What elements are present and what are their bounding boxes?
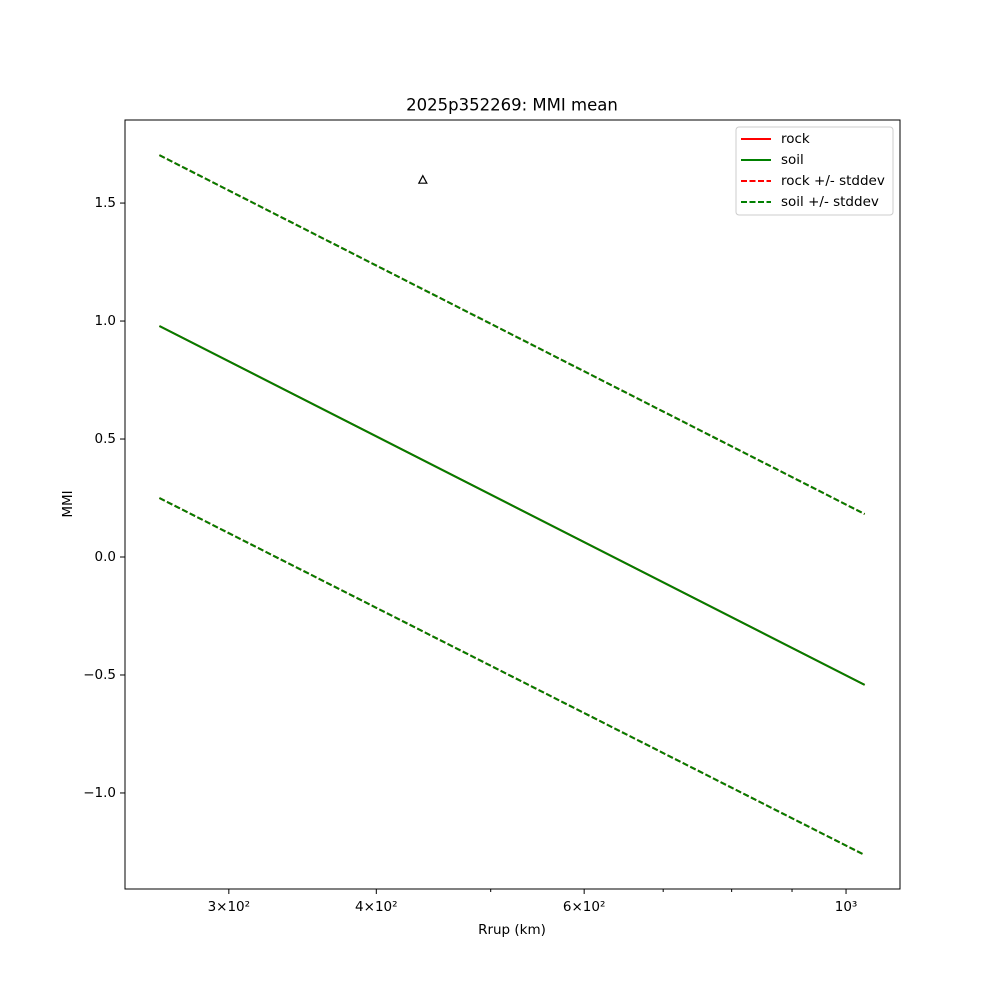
series-line <box>158 154 866 515</box>
legend-box <box>735 126 894 216</box>
x-axis-label: Rrup (km) <box>478 922 546 938</box>
chart-title: 2025p352269: MMI mean <box>406 96 618 115</box>
y-tick-label: −0.5 <box>83 667 116 683</box>
y-tick-label: 0.0 <box>95 549 116 565</box>
series-line <box>158 497 866 856</box>
y-axis-label: MMI <box>60 490 76 517</box>
plot-frame <box>124 119 901 890</box>
legend-label: soil <box>781 152 804 168</box>
y-tick-label: −1.0 <box>83 785 116 801</box>
y-tick-label: 1.5 <box>95 195 116 211</box>
legend-label: rock <box>781 131 810 147</box>
series-line <box>158 325 866 686</box>
legend-label: soil +/- stddev <box>781 194 879 210</box>
x-tick-label: 10³ <box>835 899 858 915</box>
observation-marker <box>417 174 428 184</box>
x-tick-label: 6×10² <box>563 899 606 915</box>
legend-label: rock +/- stddev <box>781 173 885 189</box>
x-tick-label: 4×10² <box>355 899 398 915</box>
x-tick-label: 3×10² <box>208 899 251 915</box>
y-tick-label: 0.5 <box>95 431 116 447</box>
y-tick-label: 1.0 <box>95 313 116 329</box>
